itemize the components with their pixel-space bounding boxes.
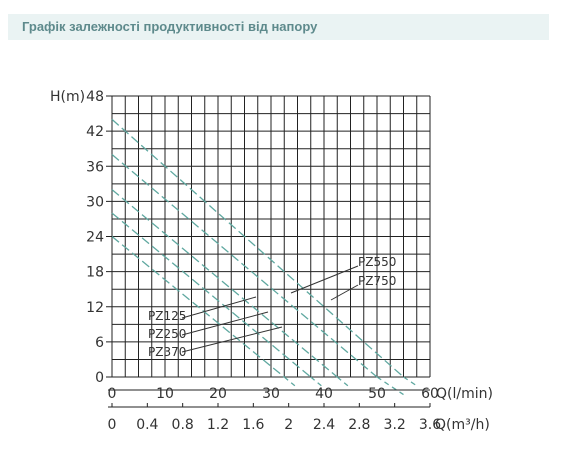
chart-ticks: 0 6 12 18 24 30 36 42 48 0 10 20 30 40 50 60 0 0.4 0.8 1.2 1… [86,89,441,433]
label-pz370: PZ370 [148,345,186,359]
x-axis-label: Q(l/min) [436,386,493,402]
x-tick-label: 50 [368,386,386,402]
y-tick-label: 30 [86,194,104,210]
curve-tail-pz250 [310,376,322,387]
page-title: Графік залежності продуктивності від нап… [22,19,318,34]
title-bar: Графік залежності продуктивності від нап… [8,14,549,40]
x2-tick-label: 0.4 [136,417,158,433]
curve-pz370 [111,189,338,378]
x2-tick-label: 3.6 [419,417,441,433]
y-tick-label: 24 [86,230,104,246]
y-tick-label: 18 [86,265,104,281]
label-pz550: PZ550 [358,255,396,269]
x2-tick-label: 1.2 [207,417,229,433]
y-tick-label: 48 [86,89,104,105]
curve-pz550 [111,154,378,378]
leader-pz250 [181,311,269,336]
x2-tick-label: 2.4 [313,417,335,433]
curve-tail-pz370 [336,376,349,387]
y-tick-label: 36 [86,159,104,175]
curve-tail-pz125 [283,376,296,387]
x-tick-label: 30 [262,386,280,402]
x2-tick-label: 2 [284,417,293,433]
y-tick-label: 6 [95,335,104,351]
label-pz750: PZ750 [358,274,396,288]
x2-tick-label: 1.6 [242,417,264,433]
curve-pz125 [111,235,285,378]
label-pz125: PZ125 [148,309,186,323]
x-tick-label: 20 [209,386,227,402]
x2-tick-label: 0 [108,417,117,433]
leader-pz370 [181,326,283,353]
y-tick-label: 42 [86,124,104,140]
label-pz250: PZ250 [148,327,186,341]
x-tick-label: 0 [108,386,117,402]
x-tick-label: 40 [315,386,333,402]
x-tick-label: 10 [156,386,174,402]
x2-tick-label: 3.2 [384,417,406,433]
leader-pz750 [330,284,359,301]
y-axis-label: H(m) [50,89,85,105]
curve-pz250 [111,212,312,378]
curve-tail-pz750 [403,376,418,387]
leader-pz125 [181,296,257,319]
leader-pz550 [290,265,359,294]
chart-curves [111,118,418,396]
chart-labels: PZ125 PZ250 PZ370 PZ550 PZ750 [148,255,396,359]
x2-axis-label: Q(m³/h) [435,417,490,433]
y-tick-label: 0 [95,370,104,386]
x2-tick-label: 2.8 [348,417,370,433]
y-tick-label: 12 [86,300,104,316]
x-tick-label: 60 [421,386,439,402]
x2-tick-label: 0.8 [172,417,194,433]
